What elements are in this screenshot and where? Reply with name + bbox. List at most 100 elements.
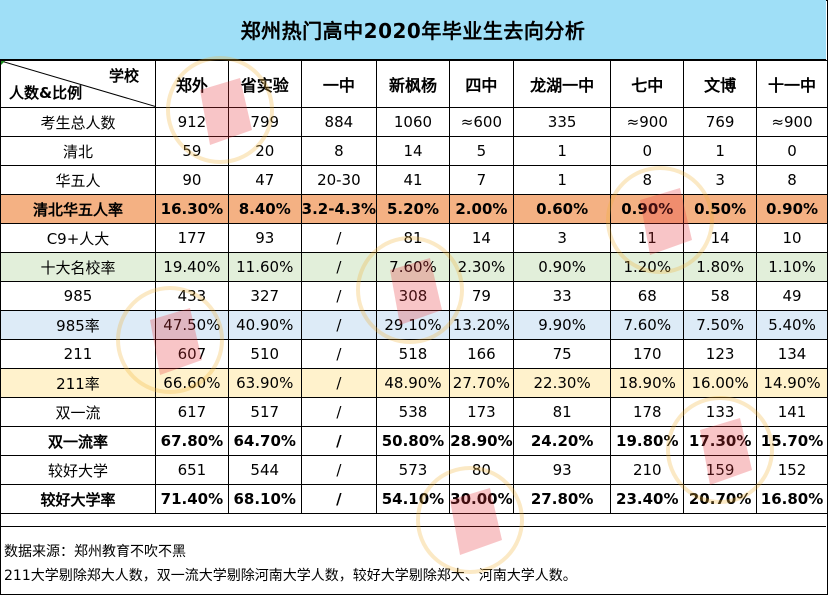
table-row: 较好大学 651 544/573 80 93 210 159 152 xyxy=(0,455,828,485)
table-cell: 1.80% xyxy=(683,252,758,282)
table-cell: 16.00% xyxy=(683,368,758,398)
table-cell: 2.30% xyxy=(448,252,514,282)
table-cell: 1060 xyxy=(376,107,450,137)
table-cell: 14 xyxy=(683,223,758,253)
row-label: C9+人大 xyxy=(0,223,156,253)
table-cell: / xyxy=(300,455,378,485)
table-cell: 8 xyxy=(756,165,828,195)
table-cell: 50.80% xyxy=(376,426,450,456)
row-label: 985率 xyxy=(0,310,156,340)
table-cell: 54.10% xyxy=(376,484,450,514)
school-header: 一中 xyxy=(300,60,378,108)
table-cell: 607 xyxy=(154,339,229,369)
page-title: 郑州热门高中2020年毕业生去向分析 xyxy=(0,0,826,60)
table-cell: 510 xyxy=(227,339,302,369)
table-cell: ≈900 xyxy=(756,107,828,137)
table-cell: 5 xyxy=(448,136,514,166)
table-cell: 617 xyxy=(154,397,229,427)
row-label: 双一流 xyxy=(0,397,156,427)
table-cell: 3 xyxy=(512,223,612,253)
table-cell: 1 xyxy=(512,165,612,195)
school-header: 文博 xyxy=(683,60,758,108)
table-cell: 433 xyxy=(154,281,229,311)
table-cell: 1.10% xyxy=(756,252,828,282)
school-header: 四中 xyxy=(448,60,514,108)
table-cell: 67.80% xyxy=(154,426,229,456)
table-cell: 7.60% xyxy=(610,310,685,340)
table-cell: 335 xyxy=(512,107,612,137)
table-cell: 518 xyxy=(376,339,450,369)
table-cell: 9.90% xyxy=(512,310,612,340)
table-cell: 799 xyxy=(227,107,302,137)
table-cell: 71.40% xyxy=(154,484,229,514)
row-label: 华五人 xyxy=(0,165,156,195)
school-header: 龙湖一中 xyxy=(512,60,612,108)
table-cell: 20.70% xyxy=(683,484,758,514)
table-cell: / xyxy=(300,426,378,456)
table-cell: 93 xyxy=(227,223,302,253)
table-cell: 3.2-4.3% xyxy=(300,194,378,224)
table-cell: 178 xyxy=(610,397,685,427)
table-cell: 8 xyxy=(610,165,685,195)
table-cell: 308 xyxy=(376,281,450,311)
table-cell: / xyxy=(300,310,378,340)
table-cell: 20-30 xyxy=(300,165,378,195)
table-cell: 573 xyxy=(376,455,450,485)
table-cell: 327 xyxy=(227,281,302,311)
table-cell: 68 xyxy=(610,281,685,311)
table-cell: 123 xyxy=(683,339,758,369)
table-row: 985率 47.50% 40.90%/29.10% 13.20% 9.90% 7.60% 7… xyxy=(0,310,828,340)
table-cell: 11.60% xyxy=(227,252,302,282)
table-row: 十大名校率 19.40% 11.60%/7.60% 2.30% 0.90% 1.20% 1.… xyxy=(0,252,828,282)
table-cell: 19.80% xyxy=(610,426,685,456)
table-cell: 15.70% xyxy=(756,426,828,456)
school-header: 十一中 xyxy=(756,60,828,108)
table-cell: 68.10% xyxy=(227,484,302,514)
table-cell: 14 xyxy=(448,223,514,253)
table-cell: 912 xyxy=(154,107,229,137)
table-cell: 41 xyxy=(376,165,450,195)
table-cell: 210 xyxy=(610,455,685,485)
table-cell: 16.80% xyxy=(756,484,828,514)
table-cell: 1.20% xyxy=(610,252,685,282)
table-cell: 1 xyxy=(512,136,612,166)
row-label: 较好大学 xyxy=(0,455,156,485)
table-cell: / xyxy=(300,223,378,253)
table-cell: 14.90% xyxy=(756,368,828,398)
table-cell: / xyxy=(300,252,378,282)
row-label: 211率 xyxy=(0,368,156,398)
table-cell: 79 xyxy=(448,281,514,311)
row-label: 十大名校率 xyxy=(0,252,156,282)
table-cell: 173 xyxy=(448,397,514,427)
table-cell: 29.10% xyxy=(376,310,450,340)
table-cell: ≈600 xyxy=(448,107,514,137)
corner-metric-label: 人数&比例 xyxy=(9,84,83,102)
table-cell: 75 xyxy=(512,339,612,369)
school-header: 省实验 xyxy=(227,60,302,108)
table-cell: 17.30% xyxy=(683,426,758,456)
row-label: 清北华五人率 xyxy=(0,194,156,224)
table-cell: 8 xyxy=(300,136,378,166)
table-cell: 63.90% xyxy=(227,368,302,398)
table-cell: 166 xyxy=(448,339,514,369)
table-cell: 30.00% xyxy=(448,484,514,514)
table-cell: 170 xyxy=(610,339,685,369)
table-cell: 3 xyxy=(683,165,758,195)
table-cell: 7.50% xyxy=(683,310,758,340)
table-cell: 2.00% xyxy=(448,194,514,224)
table-cell: 152 xyxy=(756,455,828,485)
footer-notes: 数据来源：郑州教育不吹不黑 211大学剔除郑大人数，双一流大学剔除河南大学人数，… xyxy=(0,526,826,594)
diagonal-line xyxy=(1,61,155,107)
table-cell: / xyxy=(300,368,378,398)
table-cell: 24.20% xyxy=(512,426,612,456)
table-cell: 23.40% xyxy=(610,484,685,514)
table-cell: 7.60% xyxy=(376,252,450,282)
table-cell: 90 xyxy=(154,165,229,195)
table-cell: / xyxy=(300,484,378,514)
table-cell: 0.50% xyxy=(683,194,758,224)
table-cell: 27.80% xyxy=(512,484,612,514)
table-cell: 64.70% xyxy=(227,426,302,456)
table-cell: 177 xyxy=(154,223,229,253)
table-row: 较好大学率 71.40% 68.10%/54.10% 30.00% 27.80% 23.4… xyxy=(0,484,828,514)
table-cell: 18.90% xyxy=(610,368,685,398)
